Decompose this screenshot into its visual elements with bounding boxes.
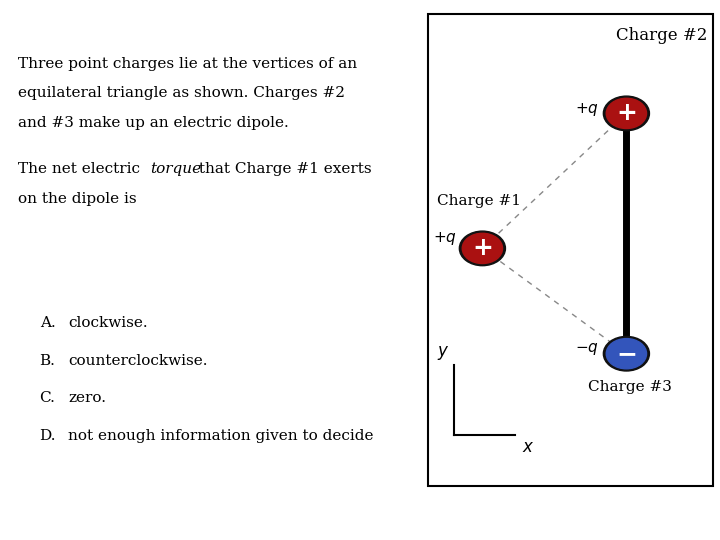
Text: +: + (472, 237, 492, 260)
Circle shape (606, 98, 647, 129)
Text: $x$: $x$ (522, 439, 534, 456)
Circle shape (462, 233, 503, 264)
Text: not enough information given to decide: not enough information given to decide (68, 429, 374, 443)
Text: counterclockwise.: counterclockwise. (68, 354, 208, 368)
Text: C.: C. (40, 392, 55, 406)
Text: torque: torque (150, 162, 201, 176)
Text: Charge #2: Charge #2 (616, 27, 707, 44)
Text: D.: D. (40, 429, 56, 443)
Text: B.: B. (40, 354, 55, 368)
Text: −: − (616, 342, 637, 366)
Circle shape (606, 339, 647, 369)
Circle shape (603, 96, 649, 131)
Text: zero.: zero. (68, 392, 107, 406)
Text: $+q$: $+q$ (575, 100, 599, 118)
Text: +: + (616, 102, 636, 125)
Text: that Charge #1 exerts: that Charge #1 exerts (194, 162, 372, 176)
Text: on the dipole is: on the dipole is (18, 192, 137, 206)
Text: The net electric: The net electric (18, 162, 145, 176)
Text: equilateral triangle as shown. Charges #2: equilateral triangle as shown. Charges #… (18, 86, 345, 100)
Bar (428, 14, 713, 486)
Text: $y$: $y$ (436, 344, 449, 362)
Circle shape (459, 231, 505, 266)
Circle shape (603, 336, 649, 371)
Text: Charge #1: Charge #1 (437, 194, 521, 208)
Text: $-q$: $-q$ (575, 341, 599, 357)
Text: Three point charges lie at the vertices of an: Three point charges lie at the vertices … (18, 57, 357, 71)
Text: Charge #3: Charge #3 (588, 380, 672, 394)
Text: A.: A. (40, 316, 55, 330)
Text: $+q$: $+q$ (433, 230, 456, 247)
Text: and #3 make up an electric dipole.: and #3 make up an electric dipole. (18, 116, 289, 130)
Text: clockwise.: clockwise. (68, 316, 148, 330)
